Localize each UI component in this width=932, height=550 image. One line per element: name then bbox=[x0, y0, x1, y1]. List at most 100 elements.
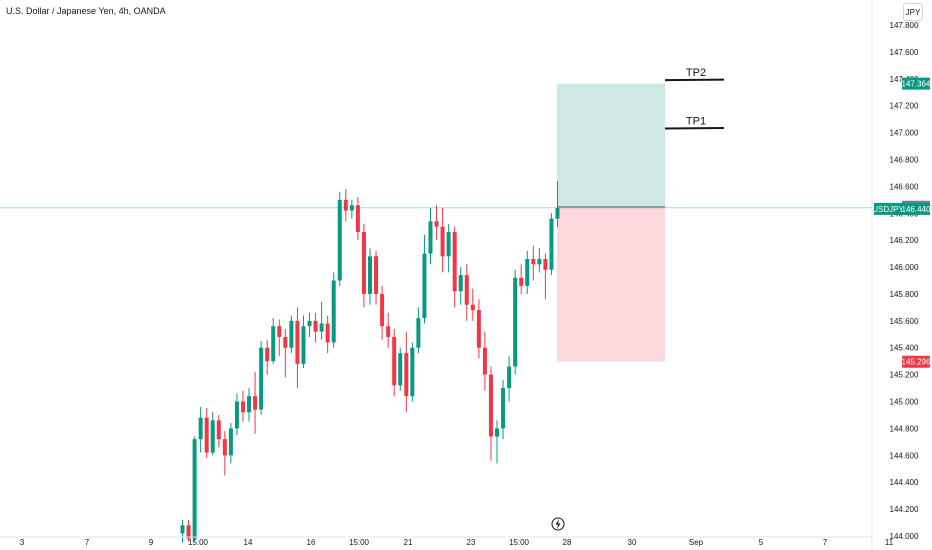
candle-body bbox=[204, 417, 209, 453]
time-axis: 3 7 9 15:00 14 16 15:00 21 23 15:00 28 30 Sep 5 7 11 bbox=[0, 536, 894, 547]
profit-zone bbox=[557, 83, 665, 207]
candle-body bbox=[555, 207, 560, 219]
candle-body bbox=[488, 374, 493, 437]
candle-body bbox=[343, 199, 348, 211]
candle-body bbox=[452, 232, 457, 292]
candle-body bbox=[216, 420, 221, 440]
candle-body bbox=[319, 323, 324, 332]
candle-body bbox=[416, 318, 421, 348]
target-price-tag-text: 147.364 bbox=[902, 80, 931, 89]
target-price-tag-bg bbox=[902, 77, 930, 90]
time-tick-label: 15:00 bbox=[349, 538, 370, 547]
price-tick-label: 146.800 bbox=[890, 155, 919, 164]
candle-body bbox=[525, 258, 530, 286]
candle-body bbox=[470, 304, 475, 311]
candle-body bbox=[192, 439, 197, 539]
price-tick-label: 144.400 bbox=[890, 478, 919, 487]
symbol-tag-text: USDJPY bbox=[872, 205, 904, 214]
candle-body bbox=[277, 326, 282, 337]
price-tick-label: 146.200 bbox=[890, 236, 919, 245]
candle-body bbox=[228, 428, 233, 456]
time-tick-label: 15:00 bbox=[188, 538, 209, 547]
candle-body bbox=[410, 347, 415, 397]
tp-line-1 bbox=[664, 78, 725, 82]
annotations: TP2 TP1 bbox=[664, 67, 725, 130]
stop-price-tag-bg bbox=[902, 355, 930, 368]
candle-body bbox=[507, 366, 512, 389]
candle-body bbox=[464, 275, 469, 305]
candle-body bbox=[295, 320, 300, 364]
candle-body bbox=[398, 353, 403, 386]
position-zones bbox=[557, 83, 665, 362]
candle-body bbox=[386, 326, 391, 337]
candle-body bbox=[186, 525, 191, 539]
price-tick-label: 146.600 bbox=[890, 182, 919, 191]
candle-body bbox=[531, 258, 536, 265]
candle-body bbox=[307, 320, 312, 327]
candle-body bbox=[253, 396, 258, 410]
candle-body bbox=[374, 256, 379, 294]
candle-body bbox=[476, 310, 481, 348]
candle-body bbox=[361, 232, 366, 294]
price-tick-label: 146.000 bbox=[890, 263, 919, 272]
last-price-tag-bg bbox=[902, 202, 930, 215]
candles bbox=[180, 180, 560, 543]
lightning-icon[interactable] bbox=[551, 517, 565, 531]
time-tick-label: 11 bbox=[885, 538, 894, 547]
target-price-tag: 147.364 bbox=[902, 77, 931, 90]
time-tick-label: 21 bbox=[404, 538, 413, 547]
price-tick-label: 145.000 bbox=[890, 398, 919, 407]
time-tick-label: 5 bbox=[759, 538, 764, 547]
candle-body bbox=[549, 218, 554, 270]
candle-body bbox=[482, 347, 487, 375]
tp-line-2 bbox=[664, 127, 725, 130]
candle-body bbox=[519, 277, 524, 286]
stop-price-tag-text: 145.296 bbox=[902, 358, 931, 367]
price-tick-label: 144.000 bbox=[890, 532, 919, 541]
time-tick-label: 9 bbox=[149, 538, 154, 547]
time-tick-label: 15:00 bbox=[509, 538, 530, 547]
price-tick-label: 147.600 bbox=[890, 48, 919, 57]
time-tick-label: 14 bbox=[244, 538, 253, 547]
candle-body bbox=[543, 258, 548, 270]
candle-body bbox=[380, 293, 385, 327]
tp-label-2: TP1 bbox=[686, 116, 706, 128]
price-tick-label: 144.200 bbox=[890, 505, 919, 514]
candle-body bbox=[458, 275, 463, 292]
currency-button[interactable]: JPY bbox=[903, 3, 923, 21]
time-tick-label: 28 bbox=[563, 538, 572, 547]
price-tick-label: 145.600 bbox=[890, 317, 919, 326]
candle-body bbox=[198, 417, 203, 440]
candle-body bbox=[234, 401, 239, 429]
candle-body bbox=[446, 232, 451, 257]
time-tick-label: 7 bbox=[823, 538, 828, 547]
candle-body bbox=[289, 320, 294, 348]
candle-body bbox=[222, 439, 227, 456]
candle-body bbox=[271, 326, 276, 362]
price-tick-label: 147.800 bbox=[890, 21, 919, 30]
candle-body bbox=[537, 258, 542, 265]
price-tick-label: 145.400 bbox=[890, 344, 919, 353]
candle-body bbox=[259, 347, 264, 410]
candle-body bbox=[337, 199, 342, 281]
candle-body bbox=[301, 326, 306, 364]
candle-body bbox=[247, 396, 252, 413]
tp-label-1: TP2 bbox=[686, 67, 706, 79]
candle-body bbox=[513, 277, 518, 367]
symbol-tag-bg bbox=[874, 202, 902, 215]
candle-body bbox=[331, 280, 336, 343]
candle-body bbox=[180, 525, 185, 534]
time-tick-label: 16 bbox=[307, 538, 316, 547]
candle-body bbox=[240, 401, 245, 413]
candle-body bbox=[428, 221, 433, 254]
candle-body bbox=[210, 420, 215, 453]
candle-body bbox=[265, 347, 270, 362]
candle-body bbox=[422, 253, 427, 319]
candle-body bbox=[495, 428, 500, 437]
loss-zone bbox=[557, 206, 665, 362]
candle-body bbox=[501, 388, 506, 429]
candle-body bbox=[368, 256, 372, 294]
